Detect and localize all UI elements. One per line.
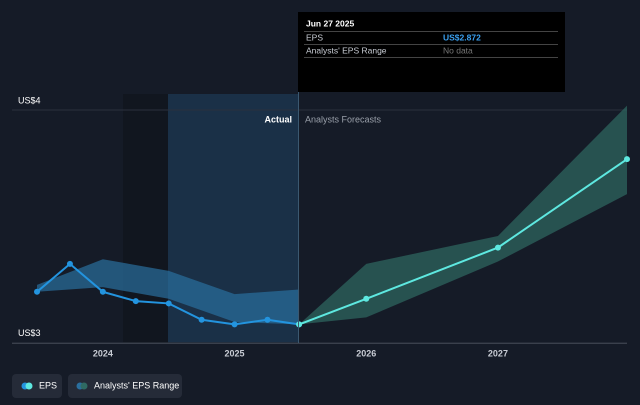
point [165, 300, 172, 307]
tooltip [298, 12, 565, 92]
y-tick-label: US$4 [18, 95, 41, 105]
point [494, 244, 501, 251]
legend: EPS Analysts' EPS Range [12, 374, 182, 398]
x-tick-label: 2024 [93, 348, 113, 358]
x-tick-label: 2027 [488, 348, 508, 358]
point [66, 260, 73, 267]
point [132, 298, 139, 305]
forecast-line [298, 158, 628, 326]
point [231, 321, 238, 328]
tooltip-key: Analysts' EPS Range [306, 45, 387, 55]
legend-swatch [80, 382, 88, 390]
point [264, 316, 271, 323]
point [198, 316, 205, 323]
actual-label: Actual [264, 114, 292, 124]
past-shade [123, 94, 168, 343]
point [624, 156, 630, 163]
point [99, 288, 106, 295]
tooltip-value: US$2.872 [443, 32, 481, 42]
legend-label: Analysts' EPS Range [94, 380, 179, 390]
forecast-range-band [299, 105, 627, 325]
legend-label: EPS [39, 380, 57, 390]
forecast-label: Analysts Forecasts [305, 114, 382, 124]
tooltip-date: Jun 27 2025 [306, 18, 354, 28]
tooltip-value: No data [443, 45, 473, 55]
legend-swatch [25, 382, 33, 390]
x-tick-label: 2026 [356, 348, 376, 358]
point [34, 288, 41, 295]
x-tick-label: 2025 [225, 348, 245, 358]
y-tick-label: US$3 [18, 328, 41, 338]
legend-item[interactable] [12, 374, 62, 398]
point [363, 295, 370, 302]
legend-item[interactable] [68, 374, 182, 398]
point [296, 321, 303, 328]
tooltip-key: EPS [306, 32, 323, 42]
range-band [37, 259, 300, 325]
